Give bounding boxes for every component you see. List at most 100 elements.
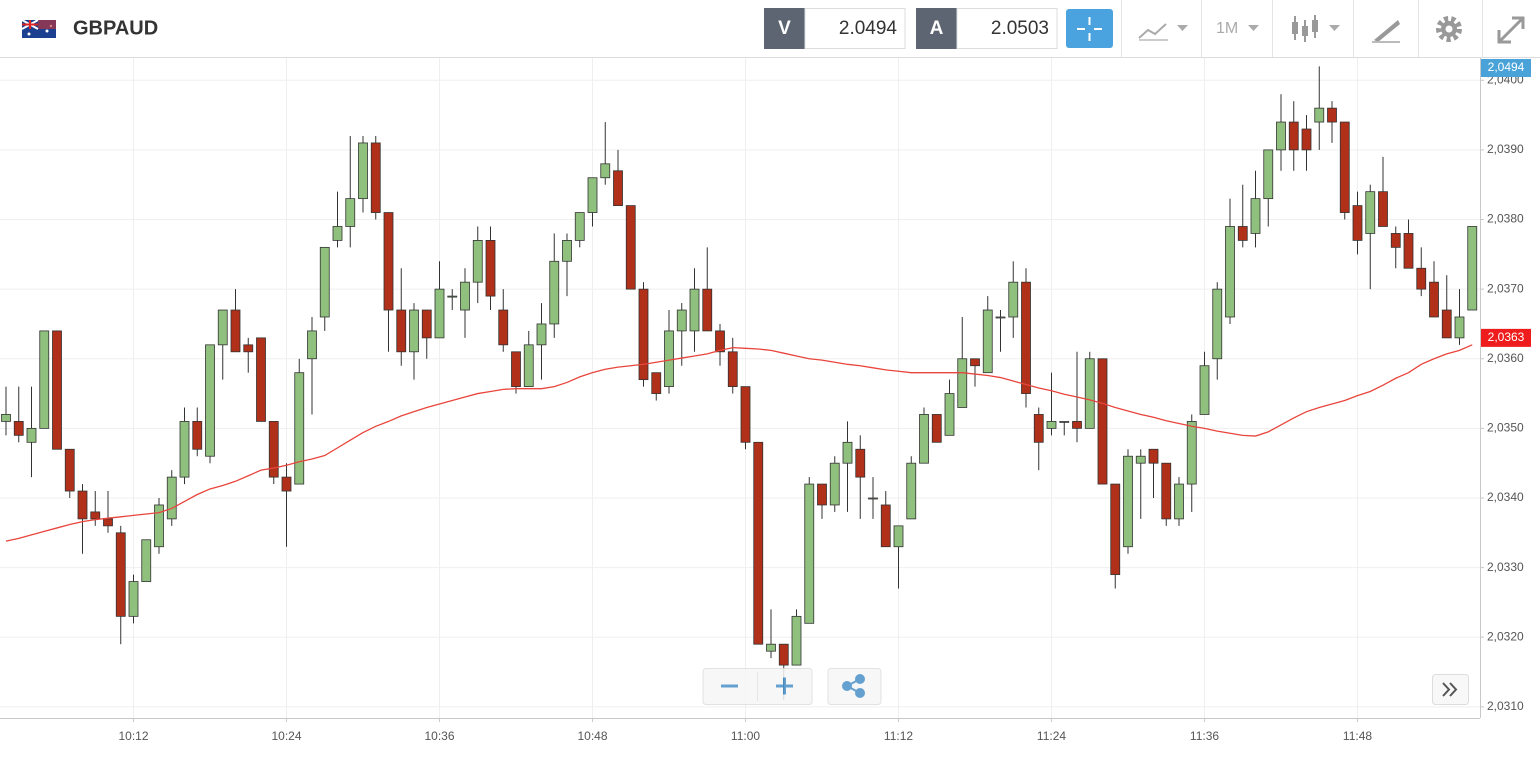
share-button[interactable] <box>842 674 865 698</box>
candle-body <box>1174 483 1184 520</box>
candle-body <box>931 414 942 443</box>
y-tick-label: 2,0330 <box>1487 560 1524 574</box>
price-tag <box>1481 59 1531 77</box>
ask-badge[interactable] <box>916 8 957 49</box>
candle-body <box>1416 267 1427 290</box>
candle-body <box>485 240 496 297</box>
candle-body <box>651 372 662 394</box>
ma-tag <box>1481 328 1531 347</box>
candle-body <box>995 316 1006 319</box>
candle-body <box>1212 288 1223 360</box>
candle-body <box>766 643 776 652</box>
candle-body <box>1008 281 1019 318</box>
candle-body <box>804 483 815 624</box>
candle-body <box>689 288 700 332</box>
x-tick-label: 11:12 <box>884 729 913 743</box>
candle-body <box>396 309 407 353</box>
candle-body <box>472 240 483 283</box>
candle-body <box>868 497 878 500</box>
ma-tag-label: 2,0363 <box>1488 330 1525 344</box>
candle-body <box>26 427 37 443</box>
candle-body <box>434 288 445 339</box>
candle-body <box>1186 421 1197 485</box>
candle-body <box>702 288 713 332</box>
candle-body <box>281 476 292 492</box>
candle-body <box>1161 462 1172 520</box>
draw-button[interactable] <box>1372 20 1400 43</box>
x-tick-label: 10:48 <box>577 729 607 743</box>
bid-price: 2.0494 <box>839 18 898 39</box>
candle-body <box>1 414 11 422</box>
candle-body <box>791 615 802 666</box>
candle-body <box>358 142 368 200</box>
candle-body <box>1123 455 1133 548</box>
candle-body <box>103 518 113 527</box>
candle-body <box>1021 281 1031 394</box>
candle-body <box>1250 198 1261 234</box>
y-tick-label: 2,0390 <box>1487 142 1524 156</box>
candle-body <box>192 421 203 450</box>
candle-body <box>829 462 840 506</box>
candle-body <box>778 643 789 666</box>
settings-button[interactable] <box>1436 16 1462 42</box>
candle-body <box>1033 414 1044 443</box>
candle-body <box>842 441 853 464</box>
candle-body <box>460 281 470 311</box>
chart-type-button[interactable] <box>1292 15 1340 42</box>
candle-body <box>77 490 88 520</box>
crosshair-button[interactable] <box>1066 9 1113 48</box>
candle-body <box>39 330 50 429</box>
y-tick-label: 2,0310 <box>1487 699 1524 713</box>
candle-body <box>141 539 152 582</box>
candle-body <box>1301 128 1312 151</box>
x-tick-label: 10:24 <box>271 729 301 743</box>
candle-body <box>1276 121 1286 151</box>
candle-body <box>52 330 62 450</box>
bid-badge[interactable] <box>764 8 805 49</box>
ask-label: A <box>930 18 944 39</box>
candle-body <box>370 142 381 213</box>
candle-body <box>447 295 458 298</box>
candle-body <box>1327 107 1337 123</box>
x-tick-label: 11:48 <box>1343 729 1372 743</box>
candle-body <box>1225 226 1235 318</box>
candle-body <box>817 483 827 506</box>
indicator-button[interactable] <box>1138 23 1188 41</box>
candle-body <box>1314 107 1325 123</box>
candle-body <box>753 441 764 645</box>
scroll-right-button[interactable] <box>1432 674 1469 705</box>
bid-field[interactable] <box>804 8 906 49</box>
x-tick-label: 11:00 <box>731 729 760 743</box>
x-tick-label: 11:24 <box>1037 729 1066 743</box>
candle-body <box>1263 149 1274 200</box>
candle-body <box>625 205 636 290</box>
candle-body <box>1135 455 1146 464</box>
candle-body <box>409 309 419 353</box>
candle-body <box>919 414 929 464</box>
zoom-in[interactable] <box>776 677 793 695</box>
candle-body <box>727 351 738 388</box>
candle-body <box>906 462 917 520</box>
candle-body <box>957 358 968 408</box>
candle-body <box>64 448 75 492</box>
candle-body <box>638 288 649 381</box>
interval[interactable]: 1M <box>1216 20 1238 37</box>
candle-body <box>1378 191 1388 227</box>
candle-body <box>128 581 139 617</box>
candle-body <box>574 212 585 241</box>
candle-body <box>944 393 955 436</box>
interval-caret <box>1248 25 1259 31</box>
candle-body <box>1352 205 1363 241</box>
scroll-right-icon <box>1442 682 1458 697</box>
candle-body <box>536 323 547 346</box>
ask-field[interactable] <box>956 8 1058 49</box>
y-tick-label: 2,0320 <box>1487 629 1524 643</box>
flag <box>21 19 56 38</box>
x-tick-label: 10:12 <box>118 729 148 743</box>
fullscreen-button[interactable] <box>1497 16 1525 44</box>
symbol: GBPAUD <box>73 17 158 39</box>
candle-body <box>307 330 317 360</box>
candle-body <box>166 476 177 520</box>
ask-price: 2.0503 <box>991 18 1049 39</box>
candle-body <box>1339 121 1350 213</box>
